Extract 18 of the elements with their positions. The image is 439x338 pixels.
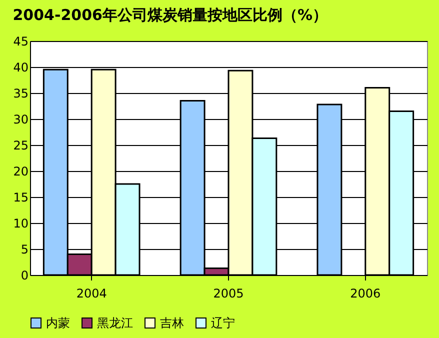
chart-title: 2004-2006年公司煤炭销量按地区比例（%） [12,6,328,24]
legend-label: 吉林 [160,316,184,330]
y-tick-label: 45 [13,34,28,48]
y-tick-label: 25 [13,138,28,152]
x-tick-label: 2005 [213,286,244,300]
y-tick-label: 20 [13,164,28,178]
x-tick-label: 2006 [350,286,381,300]
y-tick-label: 40 [13,60,28,74]
y-tick-label: 10 [13,216,28,230]
legend-label: 内蒙 [46,316,70,330]
y-tick-label: 35 [13,86,28,100]
legend-label: 辽宁 [211,316,235,330]
y-tick-label: 0 [20,268,28,282]
y-tick-label: 5 [20,242,28,256]
y-tick-label: 15 [13,190,28,204]
y-tick-label: 30 [13,112,28,126]
legend-label: 黑龙江 [97,316,133,330]
x-tick-label: 2004 [76,286,107,300]
